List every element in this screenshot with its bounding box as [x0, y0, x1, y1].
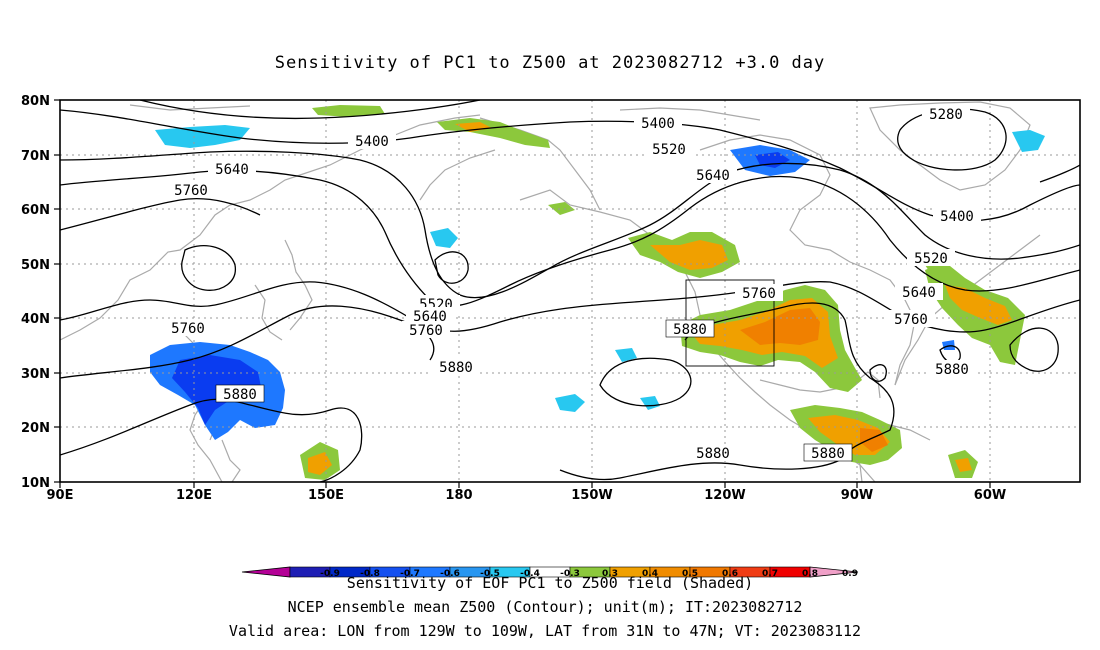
contour-label-5760: 5760 [742, 286, 776, 302]
contour-label-5400: 5400 [940, 209, 974, 225]
contour-label-5640: 5640 [902, 285, 936, 301]
colorbar-tick-label: -0.9 [320, 569, 340, 579]
contour-label-5760: 5760 [174, 183, 208, 199]
lon-labels: 90E 120E 150E 180 150W 120W 90W 60W [47, 488, 1007, 503]
colorbar-tick-label: -0.8 [360, 569, 380, 579]
contour-label-5400: 5400 [355, 134, 389, 150]
colorbar-tick-label: 0.5 [682, 569, 698, 579]
contour-label-5760: 5760 [171, 321, 205, 337]
colorbar-tick-label: 0.9 [842, 569, 858, 579]
lat-label: 30N [21, 367, 50, 382]
contour-label-5760: 5760 [894, 312, 928, 328]
colorbar-tick-label: 0.7 [762, 569, 778, 579]
lat-label: 50N [21, 258, 50, 273]
colorbar-tick-label: 0.8 [802, 569, 818, 579]
axis-ticks [54, 99, 991, 488]
lon-label: 120E [176, 488, 212, 503]
contour-labels: 5400 5400 5400 5280 5520 5520 5520 5640 … [164, 105, 981, 462]
contour-label-5880: 5880 [673, 322, 707, 338]
colorbar-tick-label: 0.4 [642, 569, 658, 579]
colorbar-tick-label: -0.3 [560, 569, 580, 579]
colorbar-right-arrow [809, 566, 859, 578]
lat-labels: 80N 70N 60N 50N 40N 30N 20N 10N [21, 94, 50, 491]
colorbar-left-arrow [241, 566, 291, 578]
lon-label: 90E [47, 488, 74, 503]
lon-label: 180 [445, 488, 472, 503]
contour-label-5880: 5880 [811, 446, 845, 462]
lat-label: 60N [21, 203, 50, 218]
lat-label: 80N [21, 94, 50, 109]
lon-label: 120W [704, 488, 745, 503]
contour-label-5880: 5880 [223, 387, 257, 403]
map-frame [59, 99, 1081, 483]
lon-label: 60W [974, 488, 1006, 503]
lon-label: 90W [841, 488, 873, 503]
colorbar-tick-label: 0.6 [722, 569, 738, 579]
colorbar: -0.9 -0.8 -0.7 -0.6 -0.5 -0.4 -0.3 0.3 0.4 0.5 0.6… [241, 566, 859, 579]
contour-label-5520: 5520 [914, 251, 948, 267]
contour-label-5760: 5760 [409, 323, 443, 339]
contour-label-5640: 5640 [696, 168, 730, 184]
contour-label-5520: 5520 [652, 142, 686, 158]
map-title: Sensitivity of PC1 to Z500 at 2023082712… [275, 53, 826, 73]
colorbar-tick-label: -0.4 [520, 569, 540, 579]
contour-label-5880: 5880 [935, 362, 969, 378]
footer-line-1: NCEP ensemble mean Z500 (Contour); unit(… [288, 598, 803, 616]
colorbar-tick-label: -0.7 [400, 569, 420, 579]
map-area: 5400 5400 5400 5280 5520 5520 5520 5640 … [60, 100, 1080, 482]
lat-label: 20N [21, 421, 50, 436]
colorbar-tick-label: 0.3 [602, 569, 618, 579]
lon-label: 150E [308, 488, 344, 503]
lat-label: 70N [21, 149, 50, 164]
contour-label-5280: 5280 [929, 107, 963, 123]
footer-line-2: Valid area: LON from 129W to 109W, LAT f… [229, 622, 861, 640]
lat-label: 40N [21, 312, 50, 327]
contour-label-5640: 5640 [215, 162, 249, 178]
colorbar-tick-label: -0.5 [480, 569, 500, 579]
contour-label-5880: 5880 [439, 360, 473, 376]
contour-label-5880: 5880 [696, 446, 730, 462]
colorbar-tick-label: -0.6 [440, 569, 460, 579]
contour-label-5400: 5400 [641, 116, 675, 132]
lon-label: 150W [571, 488, 612, 503]
lat-label: 10N [21, 476, 50, 491]
colorbar-label: Sensitivity of EOF PC1 to Z500 field (Sh… [347, 574, 753, 592]
gridlines [60, 100, 1080, 482]
